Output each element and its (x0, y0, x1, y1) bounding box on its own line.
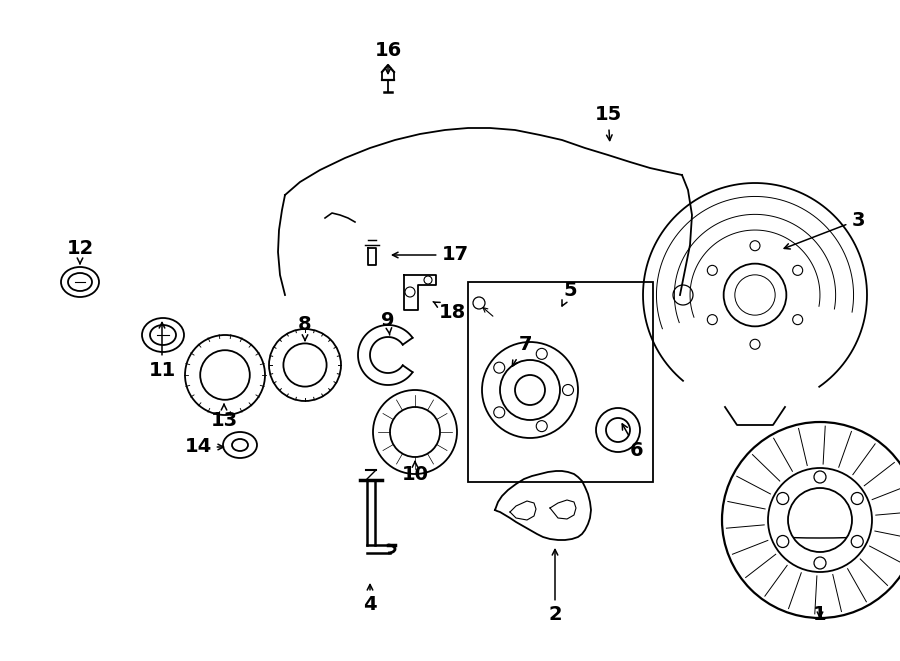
Text: 5: 5 (562, 280, 577, 306)
Text: 6: 6 (622, 424, 644, 459)
Text: 3: 3 (784, 210, 865, 249)
Bar (468, 282, 653, 482)
Text: 2: 2 (548, 549, 562, 625)
Text: 17: 17 (392, 245, 469, 264)
Text: 10: 10 (401, 461, 428, 485)
Text: 11: 11 (148, 323, 176, 379)
Text: 9: 9 (382, 311, 395, 335)
Text: 4: 4 (364, 584, 377, 615)
Text: 8: 8 (298, 315, 311, 340)
Text: 12: 12 (67, 239, 94, 264)
Text: 14: 14 (184, 438, 223, 457)
Text: 1: 1 (814, 605, 827, 625)
Text: 13: 13 (211, 405, 238, 430)
Text: 18: 18 (433, 301, 465, 321)
Text: 15: 15 (594, 106, 622, 141)
Text: 16: 16 (374, 40, 401, 73)
Text: 7: 7 (512, 336, 532, 366)
